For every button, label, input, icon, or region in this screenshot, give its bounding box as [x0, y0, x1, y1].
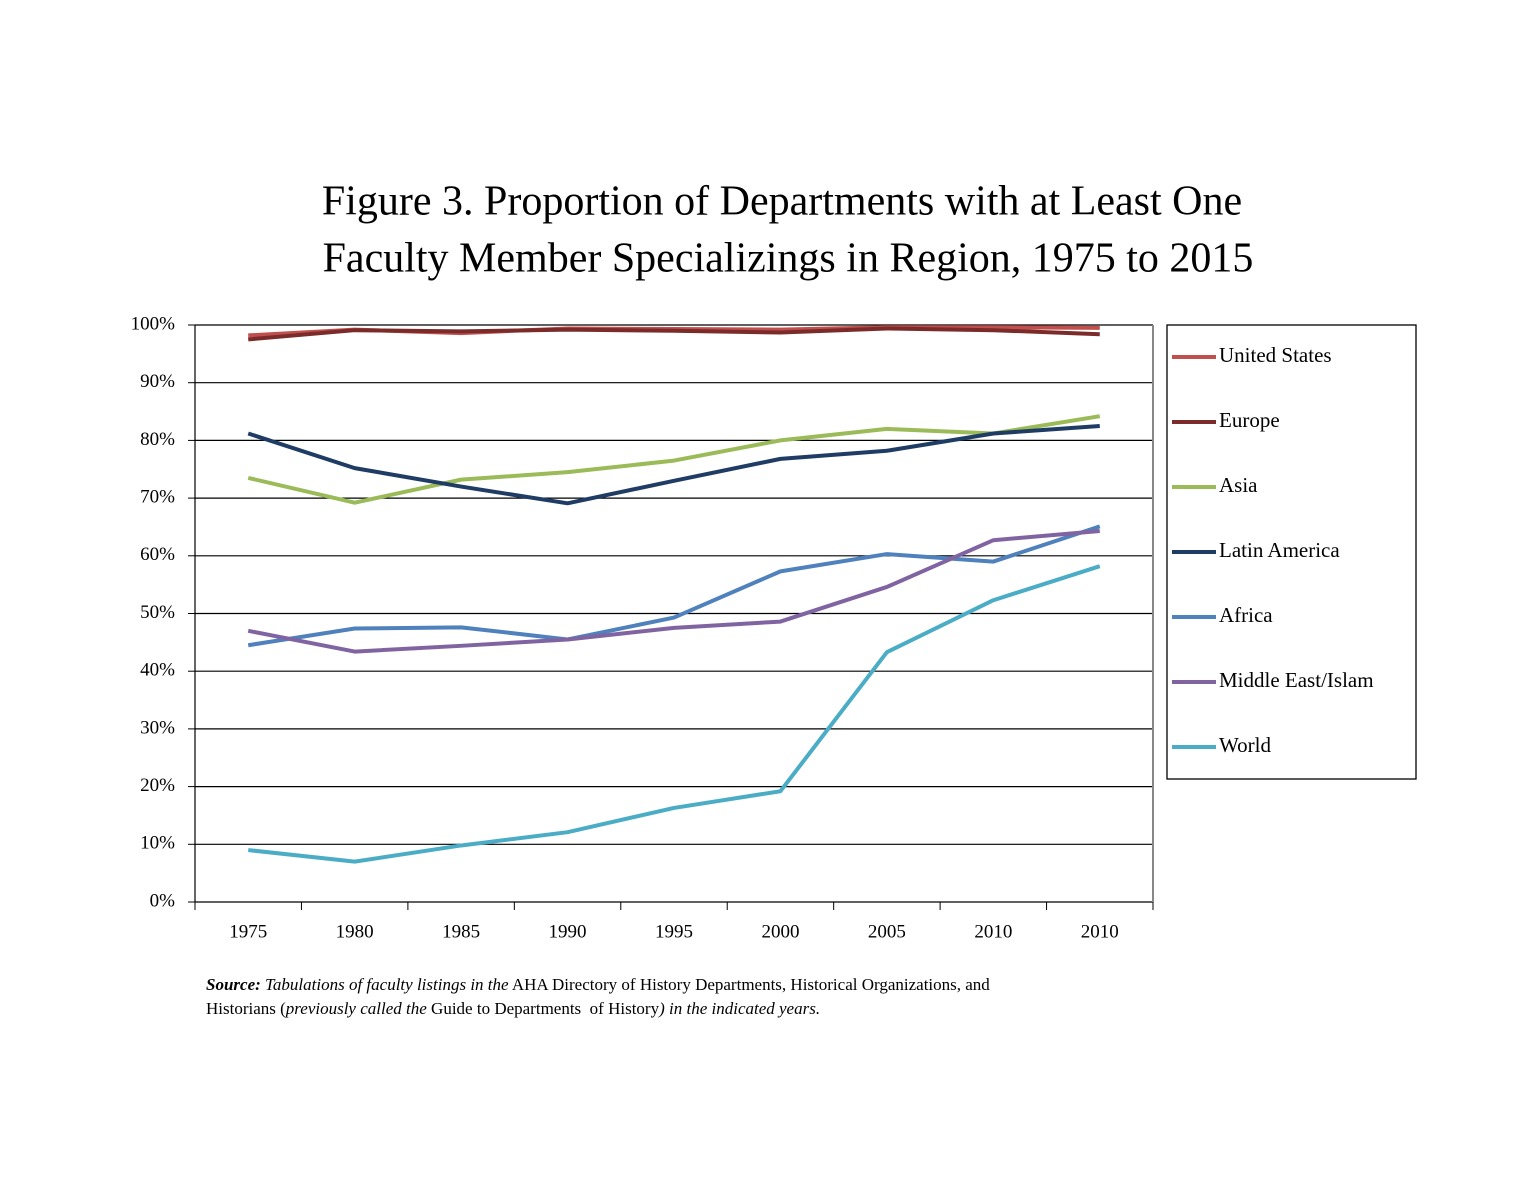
x-tick-label: 1980 [336, 921, 374, 942]
legend-label: United States [1219, 343, 1332, 367]
x-tick-label: 1990 [549, 921, 587, 942]
series-line [247, 528, 1100, 654]
note-part: Guide to Departments of History [427, 999, 660, 1018]
y-tick-label: 0% [150, 890, 176, 911]
legend-label: Asia [1219, 473, 1258, 497]
note-part: Tabulations of faculty listings in the [261, 975, 509, 994]
y-tick-label: 20% [140, 775, 175, 796]
series-line [247, 414, 1101, 505]
legend-box [1166, 324, 1417, 780]
y-tick-label: 10% [140, 833, 175, 854]
series-line [247, 423, 1100, 506]
legend-label: Europe [1219, 408, 1280, 432]
series-line [247, 524, 1101, 648]
x-tick-label: 2010 [974, 921, 1012, 942]
source-note: Source: Tabulations of faculty listings … [206, 975, 990, 994]
series-line [248, 564, 1101, 864]
y-tick-label: 40% [140, 660, 175, 681]
legend-label: Latin America [1219, 538, 1340, 562]
note-part: Historians ( [206, 999, 286, 1018]
x-tick-label: 2010 [1081, 921, 1119, 942]
note-part: ) in the indicated years. [658, 999, 820, 1018]
source-note: Historians (previously called the Guide … [206, 999, 820, 1018]
y-tick-label: 90% [140, 371, 175, 392]
series-line [248, 326, 1100, 342]
y-tick-label: 50% [140, 602, 175, 623]
note-part: Source: [206, 975, 261, 994]
x-tick-label: 1975 [229, 921, 267, 942]
legend-label: World [1219, 733, 1271, 757]
x-tick-label: 2005 [868, 921, 906, 942]
y-tick-label: 70% [140, 486, 175, 507]
y-tick-label: 60% [140, 544, 175, 565]
y-tick-label: 30% [140, 717, 175, 738]
y-tick-label: 100% [131, 313, 176, 334]
legend-label: Africa [1219, 603, 1273, 627]
x-tick-label: 1985 [442, 921, 480, 942]
x-tick-label: 1995 [655, 921, 693, 942]
chart-title: Faculty Member Specializings in Region, … [323, 236, 1254, 282]
chart-title: Figure 3. Proportion of Departments with… [322, 179, 1242, 225]
note-part: AHA Directory of History Departments, Hi… [509, 975, 991, 994]
legend-label: Middle East/Islam [1219, 668, 1374, 692]
y-tick-label: 80% [140, 429, 175, 450]
x-tick-label: 2000 [761, 921, 799, 942]
note-part: previously called the [285, 999, 427, 1018]
